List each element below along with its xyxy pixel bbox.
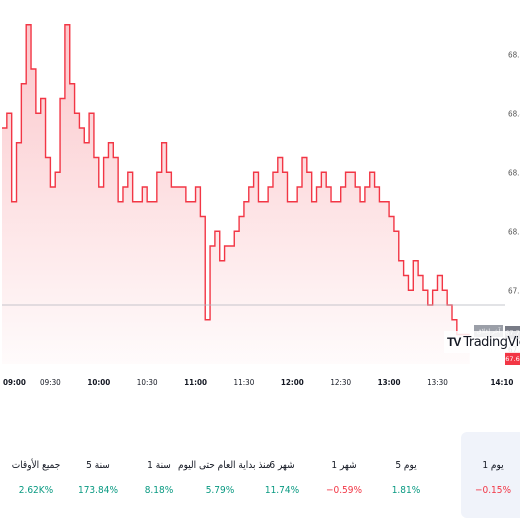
period-tab[interactable]: 5 سنة 173.84% xyxy=(66,432,130,518)
area-fill-path xyxy=(2,24,470,364)
period-label: جميع الأوقات xyxy=(11,460,61,471)
period-change-value: 2.62K% xyxy=(18,485,54,496)
x-tick-label: 10:30 xyxy=(137,378,158,387)
period-tab[interactable]: جميع الأوقات 2.62K% xyxy=(4,432,68,518)
x-tick-label: 09:00 xyxy=(3,378,26,387)
period-label: منذ بداية العام حتى اليوم xyxy=(178,460,271,471)
x-tick-label: 11:00 xyxy=(184,378,207,387)
y-tick-label: 68.4 xyxy=(508,109,520,118)
period-change-value: 11.74% xyxy=(264,485,300,496)
x-tick-label: 13:00 xyxy=(378,378,401,387)
x-tick-label: 11:30 xyxy=(234,378,255,387)
y-tick-label: 68.0 xyxy=(508,227,520,236)
period-tab[interactable]: 1 شهر −0.59% xyxy=(312,432,376,518)
chart-area-fill xyxy=(2,24,470,364)
tradingview-logo-text: TradingView xyxy=(463,334,520,350)
period-label: 1 سنة xyxy=(147,460,171,471)
x-tick-label: 14:10 xyxy=(491,378,514,387)
performance-periods: جميع الأوقات 2.62K% 5 سنة 173.84% 1 سنة 8.18%… xyxy=(0,432,520,520)
period-change-value: 5.79% xyxy=(205,485,235,496)
x-axis: 09:00 09:30 10:00 10:30 11:00 11:30 12:00 12:30… xyxy=(3,378,513,387)
period-change-value: 1.81% xyxy=(391,485,421,496)
tradingview-logo[interactable]: TV TradingView xyxy=(444,331,520,353)
tradingview-logo-icon: TV xyxy=(447,335,461,349)
period-label: 1 يوم xyxy=(482,460,504,471)
period-label: 5 يوم xyxy=(395,460,417,471)
price-chart[interactable]: 68.6 68.4 68.2 68.0 67.8 67.6 09:00 09:30 10:00… xyxy=(0,0,520,400)
period-tab[interactable]: 5 يوم 1.81% xyxy=(374,432,438,518)
x-tick-label: 13:30 xyxy=(427,378,448,387)
period-change-value: −0.15% xyxy=(474,485,512,496)
period-label: 1 شهر xyxy=(331,460,357,471)
y-axis: 68.668.468.268.067.867.6 xyxy=(508,50,520,354)
period-label: 6 شهر xyxy=(269,460,295,471)
period-change-value: 8.18% xyxy=(144,485,174,496)
last-price-label: 67.6 xyxy=(505,352,520,365)
chart-canvas[interactable]: 68.6 68.4 68.2 68.0 67.8 67.6 09:00 09:30 10:00… xyxy=(0,0,520,400)
x-tick-label: 09:30 xyxy=(40,378,61,387)
period-tab[interactable]: منذ بداية العام حتى اليوم 5.79% xyxy=(178,432,271,518)
period-tab[interactable]: 1 سنة 8.18% xyxy=(127,432,191,518)
y-tick-label: 68.2 xyxy=(508,168,520,177)
period-change-value: 173.84% xyxy=(77,485,119,496)
y-tick-label: 68.6 xyxy=(508,50,520,59)
period-change-value: −0.59% xyxy=(325,485,363,496)
x-tick-label: 12:30 xyxy=(330,378,351,387)
chart-series-line xyxy=(2,24,470,336)
x-tick-label: 10:00 xyxy=(87,378,110,387)
price-series-line xyxy=(2,24,470,336)
period-tab[interactable]: 6 شهر 11.74% xyxy=(250,432,314,518)
period-tab[interactable]: 1 يوم −0.15% xyxy=(461,432,520,518)
x-tick-label: 12:00 xyxy=(281,378,304,387)
y-tick-label: 67.8 xyxy=(508,286,520,295)
period-label: 5 سنة xyxy=(86,460,110,471)
